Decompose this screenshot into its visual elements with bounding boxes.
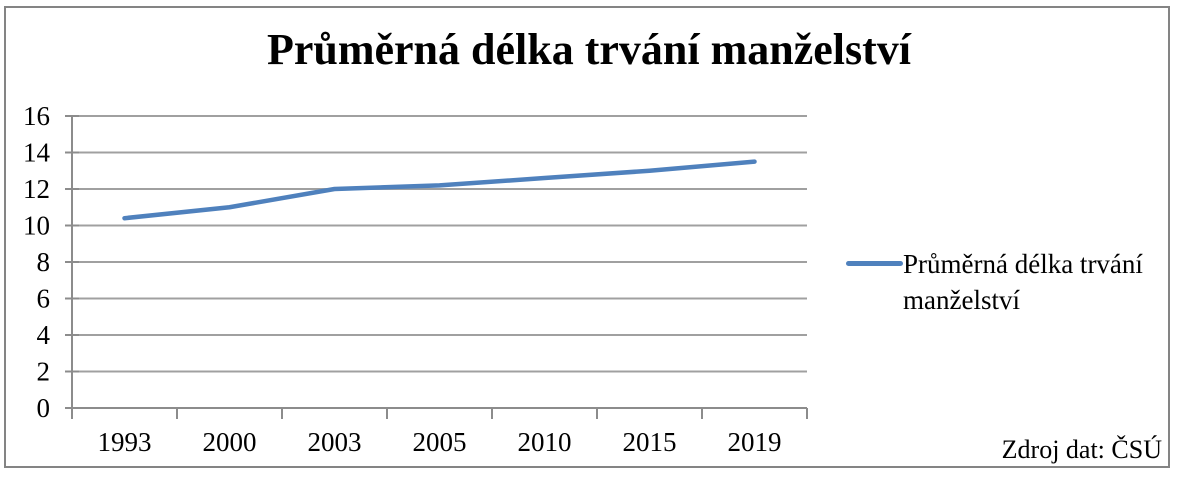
- x-axis-tick-label: 2015: [623, 427, 677, 457]
- x-axis-tick-label: 2019: [728, 427, 782, 457]
- x-axis-tick-label: 2005: [413, 427, 467, 457]
- y-axis-tick-label: 0: [37, 393, 51, 423]
- legend: Průměrná délka trvání manželství: [846, 246, 1178, 318]
- chart-frame: [4, 6, 1170, 468]
- series-line-0: [122, 159, 757, 221]
- y-axis-tick-label: 2: [37, 357, 51, 387]
- y-axis-tick-label: 16: [23, 101, 50, 131]
- x-axis-tick-label: 2000: [203, 427, 257, 457]
- y-axis-tick-label: 10: [23, 211, 50, 241]
- x-axis-tick-label: 2010: [518, 427, 572, 457]
- legend-label: Průměrná délka trvání manželství: [903, 249, 1143, 315]
- y-axis-tick-label: 4: [37, 320, 51, 350]
- x-axis-tick-label: 2003: [308, 427, 362, 457]
- y-axis-tick-label: 12: [23, 174, 50, 204]
- chart-title: Průměrná délka trvání manželství: [266, 25, 912, 74]
- y-axis-tick-label: 14: [23, 138, 51, 168]
- x-axis-tick-label: 1993: [98, 427, 152, 457]
- source-note: Zdroj dat: ČSÚ: [1001, 435, 1162, 464]
- y-axis-tick-label: 8: [37, 247, 51, 277]
- legend-line-swatch: [846, 261, 903, 266]
- y-axis-tick-label: 6: [37, 284, 51, 314]
